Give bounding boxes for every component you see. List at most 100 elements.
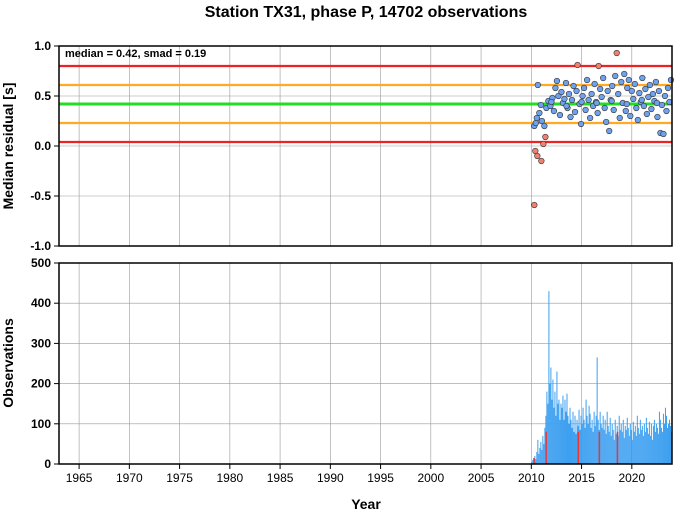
observation-bar — [582, 407, 584, 464]
observation-bar — [552, 379, 554, 464]
residual-point — [653, 99, 661, 107]
residual-point — [648, 105, 655, 113]
residual-point — [667, 76, 675, 84]
observation-bar — [560, 403, 562, 464]
observation-bar — [628, 435, 630, 464]
highlight-bar — [598, 431, 601, 464]
residual-point — [537, 101, 544, 109]
observation-bar — [624, 425, 626, 464]
observation-bar — [621, 431, 623, 464]
residual-point — [628, 87, 635, 95]
residual-point — [639, 74, 646, 82]
observation-bar — [558, 399, 560, 464]
outlier-point — [540, 140, 547, 148]
observation-bar — [604, 419, 606, 464]
residual-point — [597, 85, 604, 93]
residual-point — [631, 80, 638, 88]
observation-bar — [566, 393, 568, 464]
chart-title: Station TX31, phase P, 14702 observation… — [205, 4, 528, 21]
observation-bar — [544, 427, 546, 464]
residual-point — [553, 77, 561, 85]
observation-bar — [564, 399, 566, 464]
observation-bar — [648, 421, 650, 464]
highlight-bar — [533, 457, 535, 464]
residual-point — [552, 84, 559, 92]
observation-bar — [554, 391, 556, 464]
residual-point — [630, 95, 637, 103]
x-tick-label: 1965 — [66, 471, 93, 485]
residual-point — [567, 113, 574, 121]
observation-bar — [642, 435, 644, 464]
residual-point — [580, 84, 588, 92]
observation-bar — [645, 417, 647, 464]
observation-bar — [546, 391, 548, 464]
highlight-bar — [577, 431, 580, 464]
observation-bar — [542, 435, 544, 464]
observation-bar — [557, 403, 559, 464]
observation-bar — [531, 461, 533, 464]
observation-bar — [633, 431, 635, 464]
top-y-axis-label: Median residual [s] — [0, 83, 16, 210]
observation-bar — [627, 427, 629, 464]
residual-point — [610, 106, 617, 114]
bottom-panel-frame — [58, 262, 673, 465]
residual-point — [609, 82, 616, 90]
x-tick-labels: 1965 1970 1975 1980 1985 1990 1995 2000 2005 2010… — [66, 464, 645, 485]
observation-bar — [608, 431, 610, 464]
residual-point — [655, 87, 663, 95]
residual-point — [663, 107, 670, 115]
top-y-tick-label: 0.5 — [34, 89, 51, 103]
observation-bar — [609, 417, 611, 464]
observation-bar — [571, 427, 573, 464]
residual-point — [624, 84, 631, 92]
residual-point — [623, 100, 630, 108]
highlight-bar — [545, 431, 547, 464]
top-panel-grid — [59, 45, 672, 247]
outlier-point — [534, 152, 541, 160]
residual-point — [562, 79, 570, 87]
stats-annotation: median = 0.42, smad = 0.19 — [65, 48, 206, 60]
observation-bar — [593, 411, 595, 464]
observation-bar — [567, 415, 569, 464]
bottom-y-axis-label: Observations — [0, 318, 16, 408]
observation-bar — [596, 357, 598, 464]
outlier-point — [538, 157, 545, 165]
observation-bar — [548, 291, 550, 464]
observation-bar — [559, 419, 561, 464]
x-axis-label: Year — [351, 496, 381, 511]
residual-point — [534, 81, 541, 89]
observation-bar — [597, 419, 599, 464]
outlier-point — [595, 62, 602, 70]
residual-point — [603, 118, 610, 126]
observation-bar — [573, 431, 575, 464]
bottom-y-tick-labels: 0 100 200 300 400 500 — [31, 256, 59, 471]
residual-point — [570, 82, 577, 90]
residual-point — [640, 102, 647, 110]
observation-bar — [570, 419, 572, 464]
observation-bar — [583, 419, 585, 464]
observation-bar — [555, 415, 557, 464]
observation-bar — [584, 427, 586, 464]
observation-bar — [652, 425, 654, 464]
observation-bar — [568, 423, 570, 464]
observation-bar — [579, 429, 581, 464]
observation-bar — [661, 431, 663, 464]
observation-bar — [605, 433, 607, 464]
residual-point — [577, 120, 585, 128]
observation-bar — [578, 409, 580, 464]
observation-bar — [563, 419, 565, 464]
x-tick-label: 1970 — [116, 471, 143, 485]
observation-bar — [618, 415, 620, 464]
x-tick-label: 2015 — [568, 471, 595, 485]
observation-bar — [619, 429, 621, 464]
observation-bar — [600, 423, 602, 464]
observation-bar — [641, 425, 643, 464]
top-reference-lines — [59, 64, 672, 144]
observation-bar — [599, 411, 601, 464]
residual-point — [600, 74, 607, 82]
x-tick-label: 1980 — [216, 471, 243, 485]
residual-point — [538, 117, 545, 125]
observation-bar — [551, 399, 553, 464]
observation-bar — [539, 447, 541, 464]
